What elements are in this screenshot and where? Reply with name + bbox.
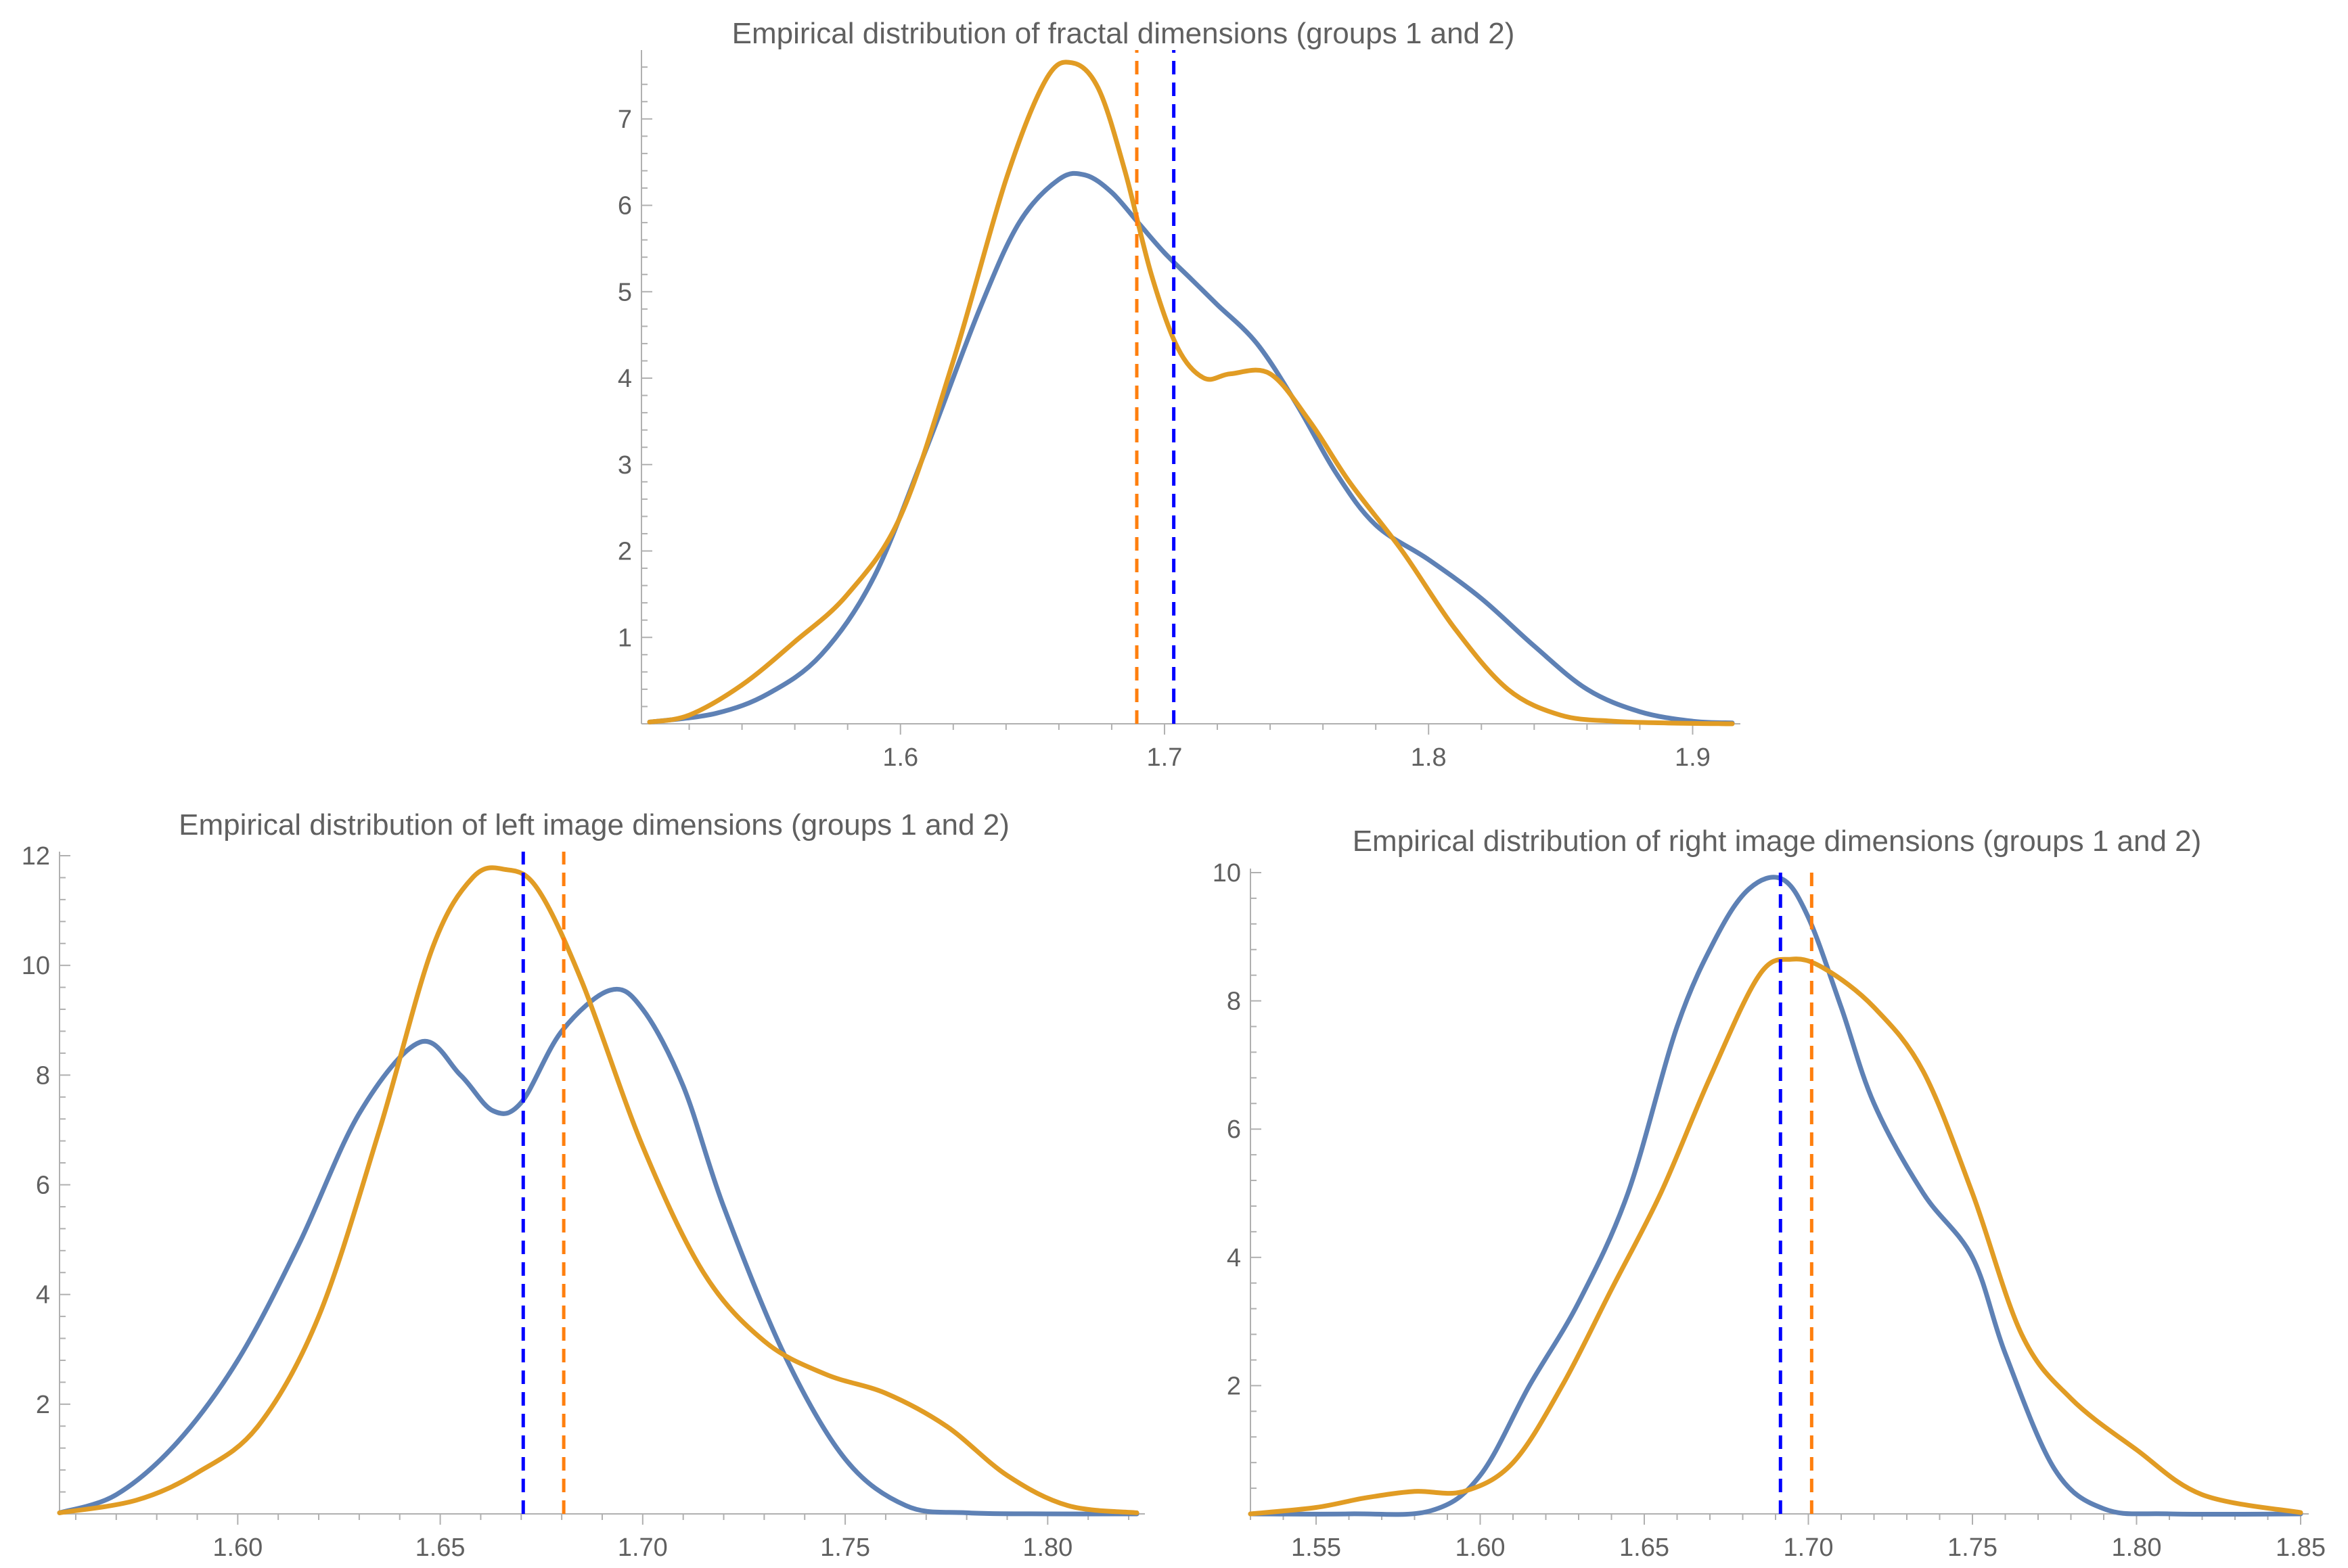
chart-title: Empirical distribution of fractal dimens…	[732, 17, 1515, 50]
y-tick-label: 3	[618, 451, 632, 480]
y-tick-label: 5	[618, 278, 632, 306]
y-tick-label: 6	[36, 1172, 50, 1200]
right-image-dimensions-chart: Empirical distribution of right image di…	[1213, 825, 2326, 1562]
x-tick-label: 1.75	[1947, 1534, 1997, 1562]
y-tick-label: 6	[1227, 1115, 1241, 1144]
x-tick-label: 1.8	[1411, 743, 1447, 772]
group2-density-curve	[1248, 956, 2303, 1517]
y-tick-label: 2	[36, 1391, 50, 1419]
left-image-dimensions-chart: Empirical distribution of left image dim…	[22, 808, 1145, 1562]
x-tick-label: 1.60	[1455, 1534, 1506, 1562]
y-tick-label: 2	[618, 538, 632, 566]
x-tick-label: 1.55	[1291, 1534, 1341, 1562]
x-tick-label: 1.70	[618, 1534, 668, 1562]
x-tick-label: 1.80	[1022, 1534, 1073, 1562]
y-tick-label: 7	[618, 106, 632, 134]
group2-density-curve	[57, 865, 1139, 1515]
group1-density-curve	[57, 986, 1139, 1517]
y-tick-label: 10	[22, 952, 50, 980]
y-tick-label: 4	[618, 365, 632, 393]
x-tick-label: 1.9	[1675, 743, 1711, 772]
x-tick-label: 1.7	[1147, 743, 1183, 772]
x-tick-label: 1.70	[1784, 1534, 1834, 1562]
y-tick-label: 8	[36, 1061, 50, 1090]
x-tick-label: 1.75	[820, 1534, 870, 1562]
y-tick-label: 2	[1227, 1372, 1241, 1400]
y-tick-label: 6	[618, 192, 632, 221]
chart-title: Empirical distribution of left image dim…	[179, 808, 1010, 841]
y-tick-label: 10	[1213, 859, 1241, 887]
chart-title: Empirical distribution of right image di…	[1353, 825, 2202, 858]
x-tick-label: 1.65	[415, 1534, 466, 1562]
y-tick-label: 1	[618, 624, 632, 652]
group2-density-curve	[647, 60, 1735, 727]
y-tick-label: 4	[36, 1281, 50, 1310]
group1-density-curve	[1248, 875, 2303, 1517]
x-tick-label: 1.65	[1619, 1534, 1669, 1562]
y-tick-label: 8	[1227, 988, 1241, 1016]
y-tick-label: 4	[1227, 1244, 1241, 1272]
fractal-dimensions-chart: Empirical distribution of fractal dimens…	[618, 17, 1740, 772]
x-tick-label: 1.85	[2276, 1534, 2326, 1562]
x-tick-label: 1.6	[882, 743, 918, 772]
group1-density-curve	[647, 170, 1735, 726]
y-tick-label: 12	[22, 842, 50, 871]
x-tick-label: 1.60	[212, 1534, 263, 1562]
x-tick-label: 1.80	[2112, 1534, 2162, 1562]
